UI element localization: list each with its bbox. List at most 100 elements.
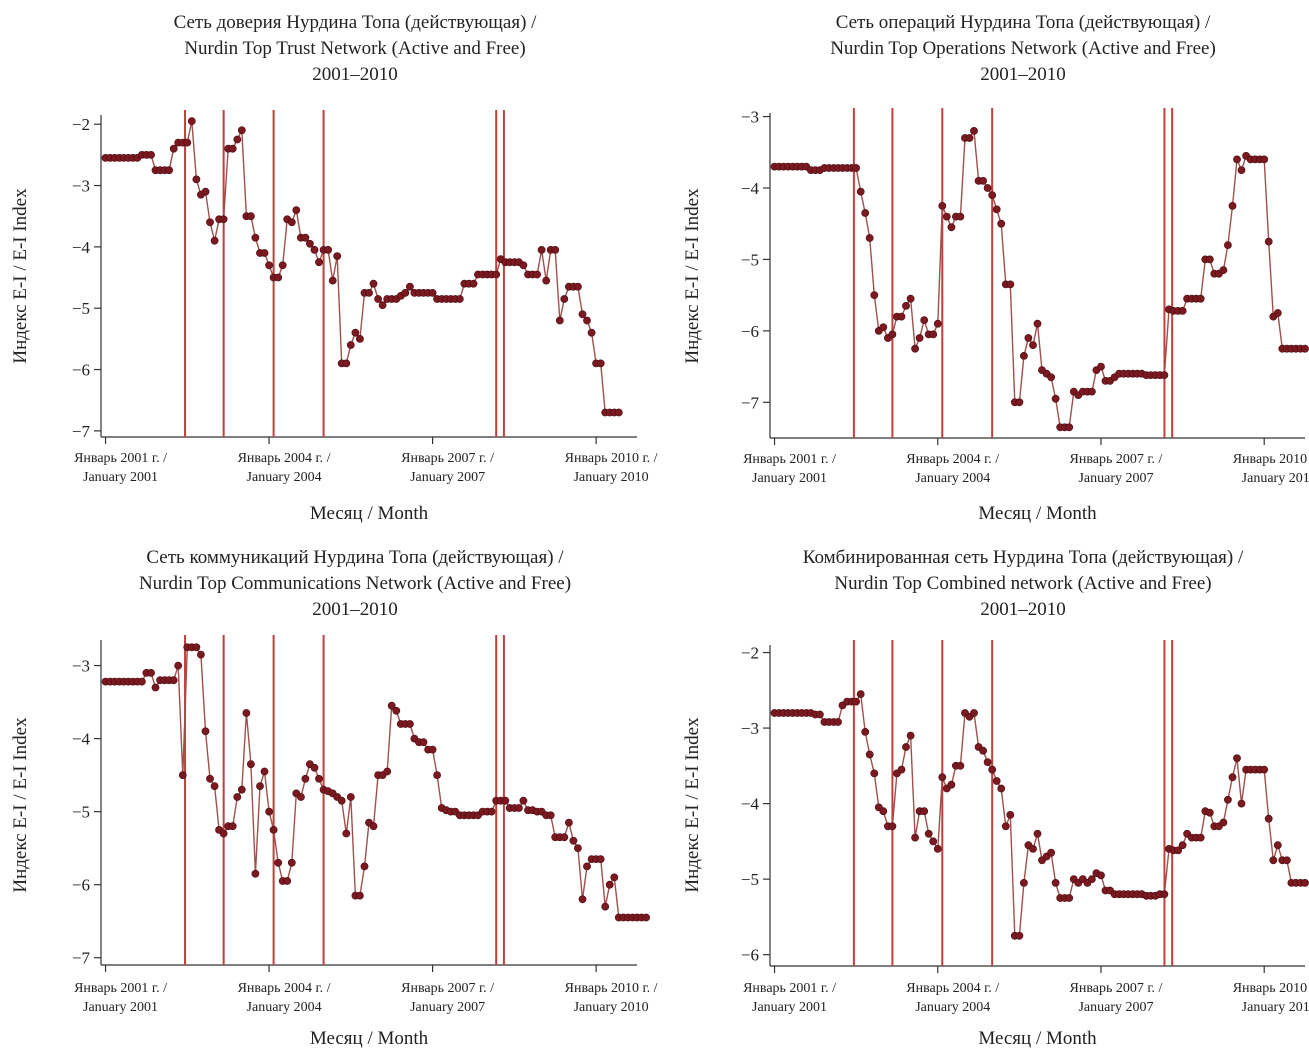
x-tick-label-line: January 2010	[574, 470, 649, 485]
data-point	[1029, 845, 1037, 853]
data-point	[137, 677, 146, 686]
y-axis-label: Индекс E-I / E-I Index	[682, 188, 703, 364]
y-tick-label: −6	[72, 361, 90, 380]
data-point	[929, 330, 938, 339]
data-point	[852, 164, 860, 172]
x-tick-label-line: Январь 2004 г. /	[906, 981, 999, 996]
data-point	[1196, 294, 1205, 303]
data-point	[879, 807, 888, 816]
data-point	[1233, 155, 1241, 164]
x-tick-label-line: January 2010	[1242, 471, 1309, 486]
x-tick-label-line: Январь 2010 г. /	[1233, 452, 1309, 467]
data-point	[1178, 841, 1187, 850]
x-tick-label: Январь 2007 г. / January 2007	[1070, 452, 1163, 486]
data-point	[1237, 166, 1246, 174]
data-point	[979, 746, 987, 755]
chart-title-line: 2001–2010	[980, 64, 1066, 85]
data-point	[274, 273, 283, 282]
chart-title-line: Комбинированная сеть Нурдина Топа (дейст…	[803, 547, 1244, 568]
x-tick-label: Январь 2004 г. / January 2004	[906, 452, 999, 486]
data-point	[1260, 155, 1269, 164]
chart-title-line: Nurdin Top Trust Network (Active and Fre…	[184, 38, 525, 59]
x-tick-label-line: January 2004	[915, 1000, 990, 1015]
data-point	[428, 745, 437, 754]
data-point	[328, 276, 337, 285]
data-point	[219, 215, 228, 224]
chart-title-line: 2001–2010	[312, 64, 398, 85]
data-point	[816, 710, 824, 719]
data-point	[1205, 808, 1214, 817]
data-point	[342, 359, 351, 368]
y-tick-label: −7	[72, 422, 91, 441]
data-point	[1015, 931, 1024, 940]
data-point	[852, 697, 860, 706]
data-point	[997, 219, 1006, 228]
data-point	[251, 233, 260, 242]
data-point	[1001, 822, 1010, 831]
chart-title: Сеть доверия Нурдина Топа (действующая) …	[174, 12, 538, 85]
data-point	[533, 270, 541, 279]
data-point	[151, 683, 160, 692]
y-tick-label: −4	[72, 730, 91, 749]
data-point	[178, 771, 187, 779]
data-point	[333, 252, 342, 260]
data-point	[1196, 833, 1205, 842]
data-point	[1160, 890, 1169, 899]
data-point	[342, 829, 351, 838]
chart-title-line: 2001–2010	[980, 599, 1066, 620]
x-tick-label-line: Январь 2007 г. /	[401, 451, 494, 466]
x-tick-label-line: January 2007	[1078, 1000, 1153, 1015]
data-point	[360, 862, 369, 871]
data-point	[583, 316, 591, 325]
data-point	[565, 818, 573, 827]
data-point	[433, 771, 441, 779]
x-tick-label-line: Январь 2010 г. /	[1233, 981, 1309, 996]
data-point	[196, 650, 205, 659]
data-point	[519, 796, 528, 805]
data-point	[201, 727, 210, 736]
x-tick-label-line: January 2007	[410, 470, 485, 485]
data-point	[578, 895, 587, 904]
data-point	[369, 279, 378, 288]
data-point	[902, 301, 910, 310]
data-point	[1006, 811, 1015, 819]
data-point	[287, 858, 296, 867]
x-tick-label-line: Январь 2007 г. /	[401, 981, 494, 996]
data-point	[992, 777, 1001, 785]
y-tick-label: −5	[741, 870, 759, 889]
data-point	[174, 661, 183, 670]
x-axis-label: Месяц / Month	[310, 503, 429, 524]
data-point	[938, 773, 947, 782]
data-point	[979, 176, 987, 185]
x-tick-label: Январь 2004 г. / January 2004	[238, 451, 331, 485]
chart-title-line: Сеть коммуникаций Нурдина Топа (действую…	[146, 547, 564, 568]
chart-title-line: Сеть доверия Нурдина Топа (действующая) …	[174, 12, 538, 33]
data-point	[587, 328, 596, 337]
data-point	[301, 774, 310, 783]
data-point	[614, 408, 623, 417]
data-point	[1233, 754, 1241, 763]
data-point	[192, 643, 201, 652]
data-point	[355, 334, 364, 343]
data-point	[1029, 341, 1037, 349]
data-point	[469, 279, 478, 288]
data-point	[992, 205, 1001, 214]
chart-panel-4: Комбинированная сеть Нурдина Топа (дейст…	[682, 547, 1309, 1048]
data-point	[274, 858, 283, 867]
x-tick-label-line: January 2001	[752, 471, 827, 486]
y-tick-label: −5	[72, 803, 90, 822]
data-point	[337, 796, 346, 805]
x-axis-label: Месяц / Month	[310, 1028, 429, 1048]
data-point	[346, 341, 355, 349]
chart-title: Сеть операций Нурдина Топа (действующая)…	[830, 12, 1216, 85]
chart-title-line: 2001–2010	[312, 599, 398, 620]
data-point	[1015, 398, 1024, 407]
x-axis-label: Месяц / Month	[978, 1028, 1097, 1048]
data-point	[237, 785, 246, 794]
y-tick-label: −3	[72, 657, 90, 676]
data-point	[519, 261, 528, 270]
x-tick-label-line: January 2001	[83, 470, 158, 485]
data-point	[1205, 255, 1214, 264]
data-point	[201, 187, 210, 196]
data-point	[1065, 423, 1074, 432]
